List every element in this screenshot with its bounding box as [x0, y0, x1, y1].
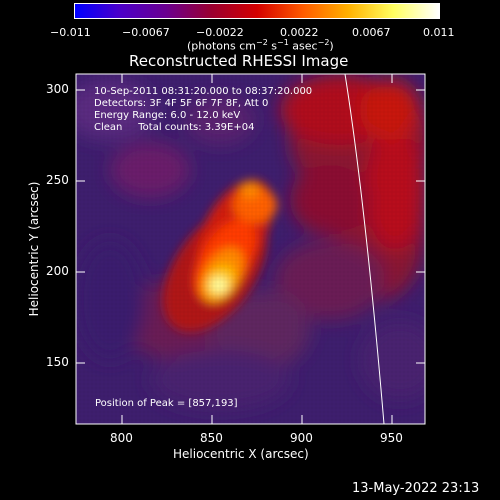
y-tick-label: 300 [46, 82, 69, 96]
colorbar-tick-label: −0.011 [50, 26, 91, 39]
info-block: 10-Sep-2011 08:31:20.000 to 08:37:20.000… [94, 86, 312, 134]
colorbar-tick-label: 0.0022 [280, 26, 319, 39]
plot-frame [75, 73, 426, 425]
colorbar-tick-label: −0.0022 [196, 26, 244, 39]
peak-position-text: Position of Peak = [857,193] [95, 398, 238, 409]
colorbar [74, 3, 440, 19]
y-axis-ticks [76, 89, 425, 364]
x-axis-ticks [121, 74, 393, 424]
plot-title: Reconstructed RHESSI Image [129, 52, 349, 70]
colorbar-tick-label: 0.011 [423, 26, 455, 39]
y-tick-label: 250 [46, 173, 69, 187]
y-tick-label: 150 [46, 355, 69, 369]
timestamp: 13-May-2022 23:13 [352, 481, 480, 496]
x-tick-label: 900 [290, 431, 313, 445]
y-tick-label: 200 [46, 264, 69, 278]
info-line: Detectors: 3F 4F 5F 6F 7F 8F, Att 0 [94, 98, 269, 109]
x-tick-label: 950 [380, 431, 403, 445]
colorbar-tick-label: 0.0067 [352, 26, 391, 39]
colorbar-units: (photons cm−2 s−1 asec−2) [187, 38, 334, 53]
y-axis-label: Heliocentric Y (arcsec) [27, 181, 41, 317]
image-data [76, 74, 425, 424]
colorbar-tick-label: −0.0067 [122, 26, 170, 39]
solar-limb-line [344, 74, 385, 424]
x-tick-label: 850 [200, 431, 223, 445]
info-line: Energy Range: 6.0 - 12.0 keV [94, 110, 241, 121]
x-tick-label: 800 [110, 431, 133, 445]
info-line: 10-Sep-2011 08:31:20.000 to 08:37:20.000 [94, 86, 313, 97]
info-line: Clean Total counts: 3.39E+04 [94, 122, 255, 133]
x-axis-label: Heliocentric X (arcsec) [173, 447, 309, 461]
colorbar-gradient [75, 4, 439, 18]
